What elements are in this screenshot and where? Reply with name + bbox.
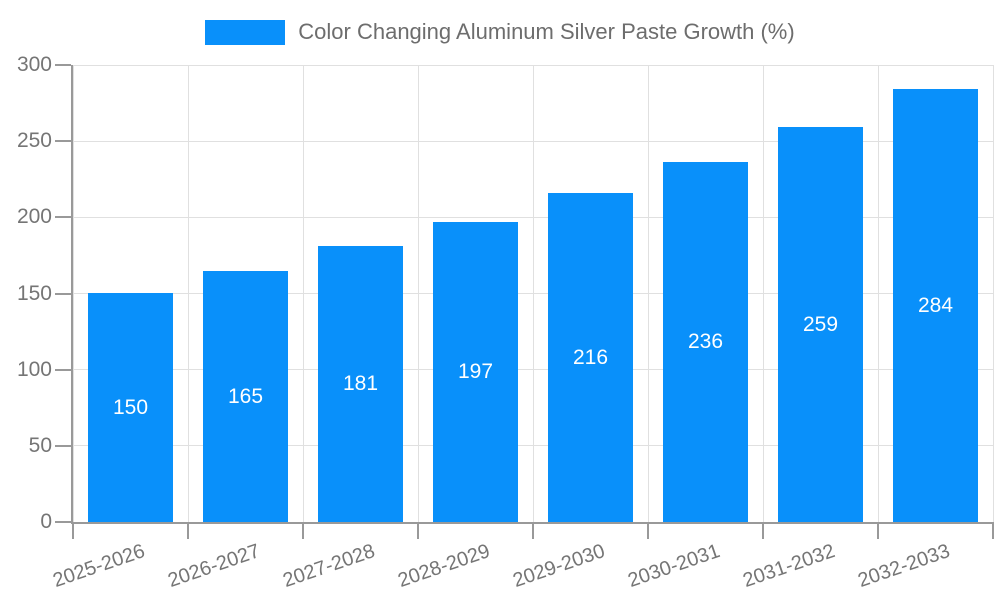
bar-value-label: 165 [227,384,264,408]
bar: 181 [318,246,403,522]
x-tick-label: 2030-2031 [625,540,723,592]
y-tick-label: 150 [16,281,52,305]
x-tick-label: 2027-2028 [280,540,378,592]
gridline-vertical [992,65,994,522]
y-tick-mark [55,140,71,143]
x-tick-mark [762,522,764,539]
bar-value-label: 236 [687,330,724,353]
gridline-vertical [762,65,764,522]
x-tick-mark [877,522,879,539]
y-tick-label: 300 [16,53,52,76]
bar-value-label: 284 [917,293,954,317]
bar: 259 [778,127,863,522]
y-tick-label: 50 [28,433,52,457]
x-tick-mark [302,522,304,539]
bar-value-label: 181 [342,372,379,395]
x-tick-mark [992,522,994,539]
bar: 216 [548,193,633,522]
legend[interactable]: Color Changing Aluminum Silver Paste Gro… [0,18,1000,46]
gridline-vertical [877,65,879,522]
gridline-vertical [532,65,534,522]
bar: 236 [663,162,748,522]
y-tick-mark [55,216,71,219]
gridline-vertical [187,65,189,522]
bar: 165 [203,271,288,522]
bar-value-label: 197 [457,360,494,383]
x-tick-label: 2031-2032 [740,540,838,592]
gridline-vertical [647,65,649,522]
bar: 284 [893,89,978,522]
y-tick-label: 200 [16,205,52,229]
x-tick-mark [647,522,649,539]
y-tick-mark [55,521,71,523]
bar: 197 [433,222,518,522]
x-tick-mark [532,522,534,539]
y-tick-mark [55,64,71,66]
x-tick-label: 2025-2026 [50,540,148,592]
x-tick-label: 2028-2029 [395,540,493,592]
y-tick-mark [55,368,71,371]
x-tick-label: 2026-2027 [165,540,263,592]
bar-value-label: 216 [572,345,609,369]
x-tick-mark [417,522,419,539]
bar-value-label: 150 [112,395,149,419]
x-tick-mark [187,522,189,539]
gridline-vertical [417,65,419,522]
plot-area: 150 165 181 197 216 236 259 284 [72,64,994,522]
y-tick-label: 250 [16,129,52,153]
y-axis-line [71,65,73,524]
gridline-vertical [302,65,304,522]
legend-label: Color Changing Aluminum Silver Paste Gro… [298,19,795,44]
bar: 150 [88,293,173,522]
gridline-vertical [72,65,74,522]
x-tick-label: 2029-2030 [510,540,608,592]
y-tick-mark [55,444,71,447]
legend-swatch-icon [205,19,286,45]
y-tick-mark [55,292,71,295]
y-tick-label: 0 [40,510,52,533]
x-tick-mark [72,522,74,539]
y-tick-label: 100 [16,357,52,381]
bar-value-label: 259 [802,312,839,336]
x-tick-label: 2032-2033 [855,540,953,592]
